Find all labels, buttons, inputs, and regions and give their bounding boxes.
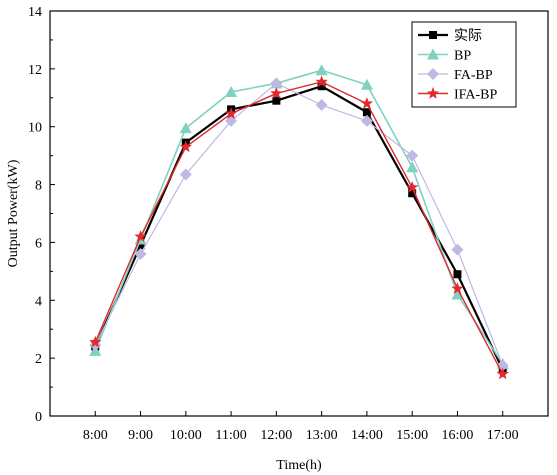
y-tick-label: 0 — [35, 410, 42, 425]
y-tick-label: 14 — [28, 5, 42, 20]
y-tick-label: 6 — [35, 236, 42, 251]
data-point — [451, 243, 464, 256]
data-point — [315, 99, 328, 112]
data-point — [179, 168, 192, 181]
data-point — [317, 82, 326, 91]
x-tick-label: 11:00 — [215, 428, 246, 443]
series-FA-BP — [89, 77, 509, 372]
legend-marker — [426, 87, 440, 99]
series-line — [94, 69, 504, 365]
data-point — [406, 161, 419, 173]
y-axis-title: Output Power(kW) — [6, 159, 21, 267]
x-tick-label: 15:00 — [396, 428, 428, 443]
legend-marker — [427, 48, 439, 60]
x-tick-label: 17:00 — [487, 428, 519, 443]
x-tick-label: 9:00 — [128, 428, 153, 443]
data-point — [406, 149, 419, 162]
legend-marker — [427, 68, 439, 80]
x-tick-label: 8:00 — [83, 428, 108, 443]
data-point — [179, 140, 192, 153]
legend-item: IFA-BP — [418, 87, 498, 103]
legend-item: FA-BP — [418, 68, 493, 83]
y-tick-label: 10 — [28, 121, 42, 136]
data-point — [315, 75, 328, 88]
data-point — [362, 108, 371, 117]
data-point — [136, 241, 145, 250]
y-tick-label: 2 — [35, 352, 42, 367]
data-point — [272, 96, 281, 105]
data-point — [360, 78, 373, 90]
data-point — [270, 77, 283, 90]
legend-marker — [429, 31, 437, 39]
series-line — [94, 82, 504, 366]
legend-label: IFA-BP — [454, 88, 498, 103]
series-line — [94, 81, 504, 375]
data-point — [89, 335, 102, 348]
axes-layer: 0 2 4 6 8 10 12 14 8:00 9:00 10:00 11:00 12:00 13:00 1… — [28, 5, 519, 443]
y-tick-label: 12 — [28, 63, 42, 78]
legend-item: 实际 — [418, 28, 482, 44]
x-tick-label: 13:00 — [306, 428, 338, 443]
legend-label: FA-BP — [454, 68, 493, 83]
data-point — [496, 367, 509, 380]
data-point — [360, 97, 374, 109]
x-tick-label: 16:00 — [442, 428, 474, 443]
data-point — [225, 86, 238, 97]
y-tick-label: 4 — [35, 294, 42, 309]
data-point — [179, 122, 192, 134]
x-tick-label: 14:00 — [351, 428, 383, 443]
data-point — [134, 230, 147, 242]
data-point — [134, 248, 147, 260]
data-point — [451, 282, 464, 294]
data-point — [408, 189, 417, 198]
data-point — [406, 180, 419, 193]
data-point — [453, 270, 462, 279]
series-layer — [89, 64, 509, 380]
x-axis-title: Time(h) — [276, 458, 322, 473]
legend-label: BP — [454, 49, 471, 64]
data-point — [451, 288, 464, 300]
legend-item: BP — [418, 48, 471, 64]
x-tick-label: 10:00 — [170, 428, 202, 443]
x-tick-label: 12:00 — [260, 428, 292, 443]
data-point — [360, 114, 373, 127]
legend-label: 实际 — [454, 28, 482, 44]
series-IFA-BP — [89, 75, 509, 380]
data-point — [224, 107, 238, 119]
series-line — [94, 85, 504, 371]
y-tick-label: 8 — [35, 179, 42, 194]
data-point — [315, 64, 328, 76]
data-point — [270, 86, 283, 99]
legend: 实际 BP FA-BP IFA-BP — [411, 21, 517, 108]
